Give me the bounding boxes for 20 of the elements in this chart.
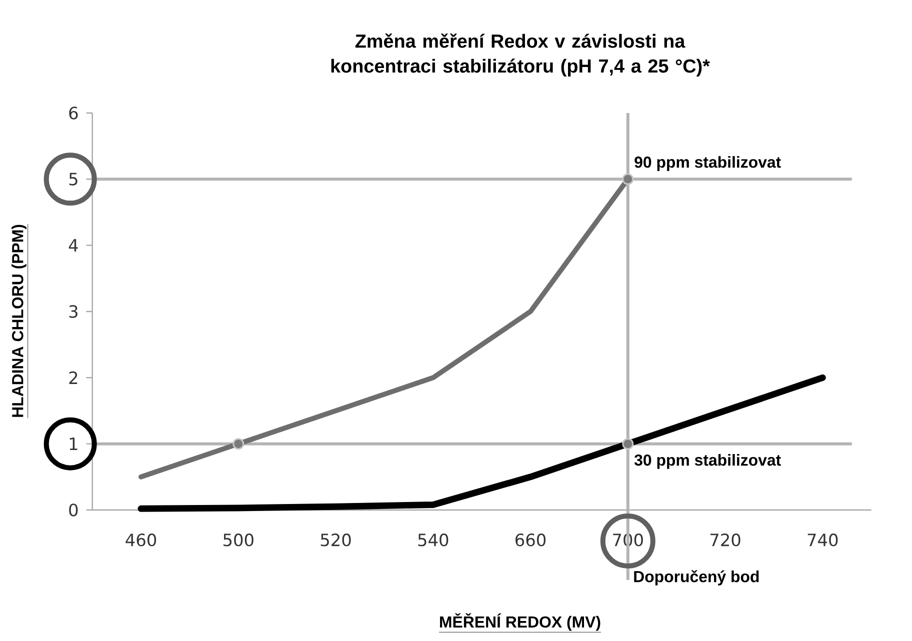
- x-tick-label: 540: [418, 533, 448, 546]
- x-tick-label: 740: [808, 533, 838, 546]
- y-tick-label: 1: [70, 438, 78, 450]
- y-tick-label: 5: [69, 172, 78, 186]
- x-tick-label: 520: [320, 533, 351, 546]
- x-tick-label: 720: [710, 533, 740, 546]
- x-tick-label: 460: [126, 533, 156, 546]
- y-tick-label: 3: [69, 305, 78, 318]
- x-tick-label: 660: [516, 533, 546, 546]
- y-axis-title: HLADINA CHLORU (PPM): [12, 224, 26, 417]
- chart-title: Změna měření Redox v závislosti na koncentraci stabilizátoru (pH 7,4 a 25 °C)*: [331, 34, 710, 76]
- y-tick-label: 0: [69, 504, 78, 516]
- y-tick-label: 2: [69, 371, 78, 384]
- x-axis-title: MĚŘENÍ REDOX (MV): [440, 613, 600, 631]
- ref-line-label: 30 ppm stabilizovat: [634, 454, 781, 469]
- y-tick-label: 6: [69, 106, 78, 120]
- x-tick-label: 500: [224, 533, 254, 546]
- ref-line-label: 90 ppm stabilizovat: [634, 156, 781, 171]
- y-tick-label: 4: [68, 239, 78, 252]
- ref-line-label: Doporučený bod: [634, 570, 759, 586]
